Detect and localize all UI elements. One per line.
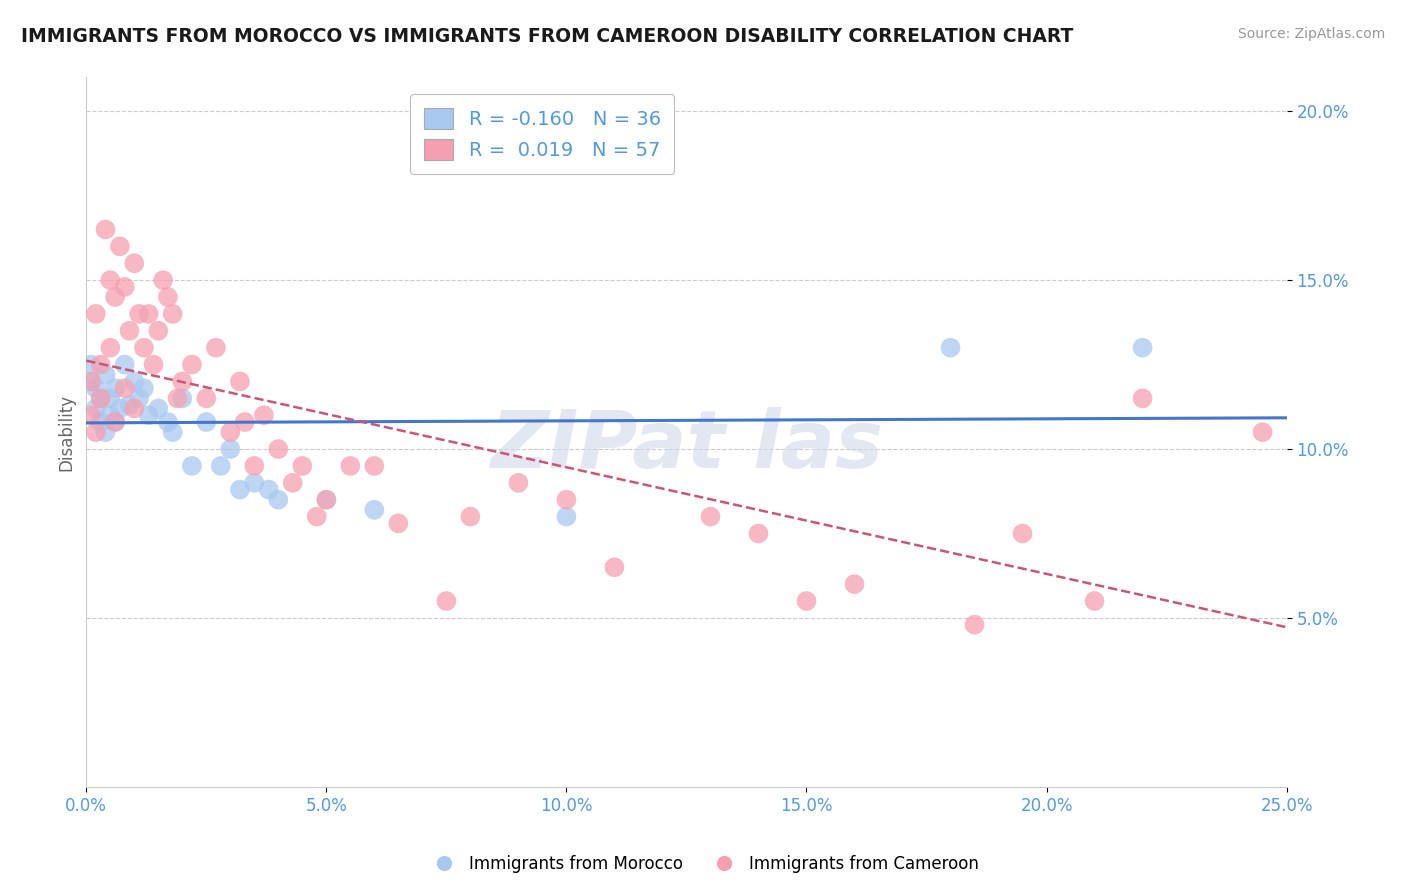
Text: ZIPat las: ZIPat las [489, 408, 883, 485]
Point [180, 458, 202, 473]
Point [104, 415, 127, 429]
Point [124, 375, 146, 389]
Point [80, 409, 103, 423]
Point [315, 492, 337, 507]
Point [172, 375, 194, 389]
Point [148, 324, 170, 338]
Point [209, 458, 232, 473]
Point [1251, 425, 1274, 439]
Point [98, 392, 121, 406]
Point [108, 239, 131, 253]
Point [233, 415, 256, 429]
Point [963, 617, 986, 632]
Point [104, 415, 127, 429]
Point [98, 341, 121, 355]
Point [98, 273, 121, 287]
Point [229, 483, 252, 497]
Point [363, 503, 385, 517]
Point [253, 409, 276, 423]
Point [166, 392, 188, 406]
Point [243, 475, 266, 490]
Point [84, 401, 107, 416]
Point [281, 475, 304, 490]
Point [148, 401, 170, 416]
Point [387, 516, 409, 531]
Point [699, 509, 721, 524]
Point [94, 368, 117, 382]
Point [172, 392, 194, 406]
Point [195, 392, 218, 406]
Text: Source: ZipAtlas.com: Source: ZipAtlas.com [1237, 27, 1385, 41]
Point [114, 358, 136, 372]
Point [1132, 341, 1154, 355]
Point [80, 358, 103, 372]
Point [267, 442, 290, 456]
Legend: R = -0.160   N = 36, R =  0.019   N = 57: R = -0.160 N = 36, R = 0.019 N = 57 [411, 95, 675, 174]
Point [460, 509, 482, 524]
Point [84, 381, 107, 395]
Point [315, 492, 337, 507]
Y-axis label: Disability: Disability [58, 393, 75, 471]
Point [90, 415, 112, 429]
Point [132, 381, 155, 395]
Point [508, 475, 530, 490]
Point [243, 458, 266, 473]
Point [124, 401, 146, 416]
Point [267, 492, 290, 507]
Point [114, 280, 136, 294]
Point [339, 458, 361, 473]
Point [124, 256, 146, 270]
Point [128, 307, 150, 321]
Point [108, 401, 131, 416]
Point [138, 409, 160, 423]
Point [156, 415, 179, 429]
Point [94, 222, 117, 236]
Point [90, 392, 112, 406]
Point [555, 509, 578, 524]
Point [90, 392, 112, 406]
Point [90, 358, 112, 372]
Point [114, 381, 136, 395]
Point [180, 358, 202, 372]
Point [229, 375, 252, 389]
Point [844, 577, 866, 591]
Legend: Immigrants from Morocco, Immigrants from Cameroon: Immigrants from Morocco, Immigrants from… [420, 848, 986, 880]
Point [142, 358, 165, 372]
Point [80, 375, 103, 389]
Point [796, 594, 818, 608]
Point [363, 458, 385, 473]
Point [132, 341, 155, 355]
Point [98, 409, 121, 423]
Point [1011, 526, 1033, 541]
Point [291, 458, 314, 473]
Point [94, 425, 117, 439]
Point [257, 483, 280, 497]
Point [104, 290, 127, 304]
Point [162, 425, 184, 439]
Point [219, 442, 242, 456]
Point [434, 594, 457, 608]
Point [195, 415, 218, 429]
Point [84, 307, 107, 321]
Point [104, 381, 127, 395]
Point [84, 425, 107, 439]
Point [80, 375, 103, 389]
Point [1083, 594, 1105, 608]
Point [138, 307, 160, 321]
Point [305, 509, 328, 524]
Point [219, 425, 242, 439]
Point [162, 307, 184, 321]
Point [555, 492, 578, 507]
Point [1132, 392, 1154, 406]
Point [156, 290, 179, 304]
Point [118, 398, 141, 412]
Point [128, 392, 150, 406]
Point [205, 341, 228, 355]
Point [603, 560, 626, 574]
Text: IMMIGRANTS FROM MOROCCO VS IMMIGRANTS FROM CAMEROON DISABILITY CORRELATION CHART: IMMIGRANTS FROM MOROCCO VS IMMIGRANTS FR… [21, 27, 1073, 45]
Point [152, 273, 174, 287]
Point [939, 341, 962, 355]
Point [747, 526, 769, 541]
Point [118, 324, 141, 338]
